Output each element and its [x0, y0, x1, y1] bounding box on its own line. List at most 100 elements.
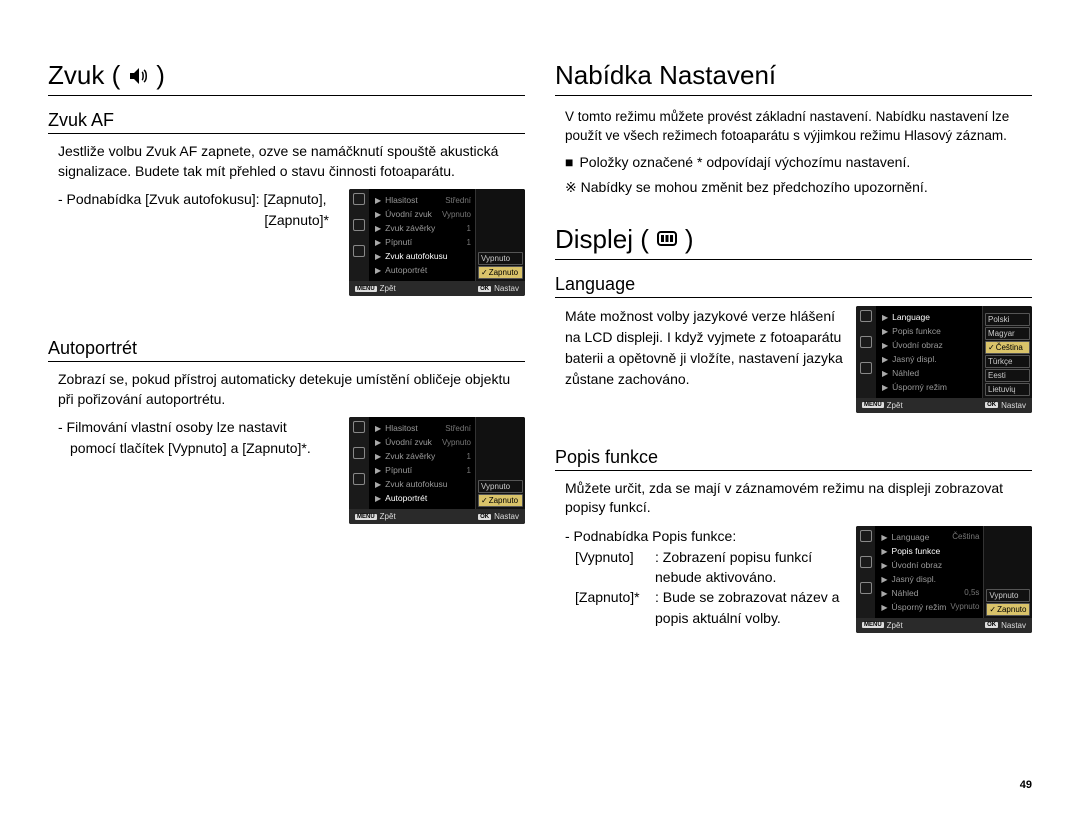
menu-row: ▶HlasitostStřední: [375, 421, 471, 435]
menu-tab-icon: [353, 421, 365, 433]
menu-row-label: Zvuk autofokusu: [385, 251, 451, 261]
menu-row-value: 1: [467, 238, 471, 247]
menu-row: ▶ Pípnutí 1: [375, 463, 471, 477]
menu-tab-icon: [353, 193, 365, 205]
chevron-right-icon: ▶: [881, 589, 887, 598]
menu-tab-icon: [860, 336, 872, 348]
chevron-right-icon: ▶: [882, 341, 888, 350]
menu-row-label: Autoportrét: [385, 493, 431, 503]
menu-option: Vypnuto: [986, 589, 1030, 602]
chevron-right-icon: ▶: [881, 575, 887, 584]
chevron-right-icon: ▶: [375, 466, 381, 475]
menu-row-label: Pípnutí: [385, 237, 416, 247]
popis-sub: - Podnabídka Popis funkce: [Vypnuto] : Z…: [565, 526, 846, 628]
menu-option: Zapnuto: [478, 494, 523, 507]
menu-option: Polski: [985, 313, 1030, 326]
popis-row2-key: [Zapnuto]*: [575, 587, 655, 628]
menu-row-label: Úvodní obraz: [892, 340, 947, 350]
menu-row-label: Úvodní obraz: [892, 560, 947, 570]
menu-row-value: Čeština: [952, 532, 979, 541]
chevron-right-icon: ▶: [375, 438, 381, 447]
chevron-right-icon: ▶: [375, 452, 381, 461]
settings-bullet: ■ Položky označené * odpovídají výchozím…: [555, 152, 1032, 172]
menu-row-label: Úsporný režim: [892, 382, 951, 392]
autoportret-sub1: - Filmování vlastní osoby lze nastavit: [58, 417, 339, 438]
menu-row: ▶Náhled0,5s: [881, 586, 979, 600]
chevron-right-icon: ▶: [375, 480, 381, 489]
chevron-right-icon: ▶: [882, 369, 888, 378]
menu-row-value: 1: [467, 466, 471, 475]
heading-display-text: Displej (: [555, 224, 649, 255]
chevron-right-icon: ▶: [881, 603, 887, 612]
menu-row-label: Autoportrét: [385, 265, 431, 275]
menu-row-value: 1: [467, 452, 471, 461]
menu-row-value: Střední: [445, 196, 471, 205]
heading-zvuk-af: Zvuk AF: [48, 110, 525, 134]
menu-row-label: Language: [892, 312, 934, 322]
heading-zvuk-close: ): [156, 60, 165, 91]
chevron-right-icon: ▶: [882, 313, 888, 322]
zvuk-af-sub: - Podnabídka [Zvuk autofokusu]: [Zapnuto…: [58, 189, 339, 231]
menu-row: ▶Autoportrét: [375, 491, 471, 505]
menu-row: ▶ Language: [882, 310, 978, 324]
menu-tab-icon: [353, 447, 365, 459]
chevron-right-icon: ▶: [375, 252, 381, 261]
menu-option: Lietuvių: [985, 383, 1030, 396]
bullet-square-icon: ■: [565, 152, 573, 172]
menu-row-label: Pípnutí: [385, 465, 416, 475]
menu-row-value: Vypnuto: [442, 210, 471, 219]
heading-popis: Popis funkce: [555, 447, 1032, 471]
menu-option: Zapnuto: [986, 603, 1030, 616]
camera-menu-autoportret: ▶HlasitostStřední▶Úvodní zvukVypnuto▶Zvu…: [349, 417, 525, 524]
camera-menu-language: ▶Language▶Popis funkce▶Úvodní obraz▶Jasn…: [856, 306, 1032, 413]
right-column: Nabídka Nastavení V tomto režimu můžete …: [555, 60, 1032, 633]
menu-row: ▶Zvuk závěrky1: [375, 449, 471, 463]
menu-footer-back: MENUZpět: [355, 512, 396, 521]
menu-row: ▶ Language Čeština: [881, 530, 979, 544]
chevron-right-icon: ▶: [375, 196, 381, 205]
menu-row: ▶ Popis funkce: [881, 544, 979, 558]
popis-text: Můžete určit, zda se mají v záznamovém r…: [555, 479, 1032, 518]
menu-row-label: Language: [892, 532, 934, 542]
heading-display-close: ): [685, 224, 694, 255]
autoportret-sub2: pomocí tlačítek [Vypnuto] a [Zapnuto]*.: [58, 438, 339, 459]
zvuk-af-text: Jestliže volbu Zvuk AF zapnete, ozve se …: [48, 142, 525, 181]
popis-row2-val: : Bude se zobrazovat název a popis aktuá…: [655, 587, 846, 628]
menu-footer-set: OKNastav: [985, 621, 1026, 630]
chevron-right-icon: ▶: [375, 224, 381, 233]
menu-footer-set: OKNastav: [478, 284, 519, 293]
camera-menu-zvuk-af: ▶HlasitostStřední▶Úvodní zvukVypnuto▶Zvu…: [349, 189, 525, 296]
heading-language: Language: [555, 274, 1032, 298]
menu-row: ▶Úvodní zvukVypnuto: [375, 435, 471, 449]
menu-row: ▶Jasný displ.: [881, 572, 979, 586]
chevron-right-icon: ▶: [881, 561, 887, 570]
menu-row-value: Střední: [445, 424, 471, 433]
menu-row-label: Hlasitost: [385, 195, 422, 205]
settings-bullet-text: Položky označené * odpovídají výchozímu …: [579, 152, 910, 172]
chevron-right-icon: ▶: [881, 547, 887, 556]
menu-option: Vypnuto: [478, 252, 523, 265]
chevron-right-icon: ▶: [375, 424, 381, 433]
menu-row: ▶Úsporný režim: [882, 380, 978, 394]
zvuk-af-sub2: [Zapnuto]*: [58, 210, 339, 231]
heading-autoportret: Autoportrét: [48, 338, 525, 362]
menu-row: ▶ Zvuk autofokusu: [375, 249, 471, 263]
autoportret-text: Zobrazí se, pokud přístroj automaticky d…: [48, 370, 525, 409]
menu-row-label: Popis funkce: [892, 546, 945, 556]
heading-zvuk: Zvuk ( ): [48, 60, 525, 96]
chevron-right-icon: ▶: [882, 327, 888, 336]
menu-row: ▶Náhled: [882, 366, 978, 380]
menu-option: Türkçe: [985, 355, 1030, 368]
chevron-right-icon: ▶: [375, 210, 381, 219]
menu-row: ▶ Úvodní obraz: [881, 558, 979, 572]
heading-zvuk-text: Zvuk (: [48, 60, 120, 91]
menu-row-value: 1: [467, 224, 471, 233]
heading-settings: Nabídka Nastavení: [555, 60, 1032, 96]
menu-row: ▶Pípnutí1: [375, 235, 471, 249]
popis-subhead: - Podnabídka Popis funkce:: [565, 526, 846, 547]
heading-display: Displej ( ): [555, 224, 1032, 260]
language-text: Máte možnost volby jazykové verze hlášen…: [565, 306, 846, 390]
chevron-right-icon: ▶: [881, 533, 887, 542]
menu-option: Magyar: [985, 327, 1030, 340]
menu-row: ▶Úsporný režimVypnuto: [881, 600, 979, 614]
